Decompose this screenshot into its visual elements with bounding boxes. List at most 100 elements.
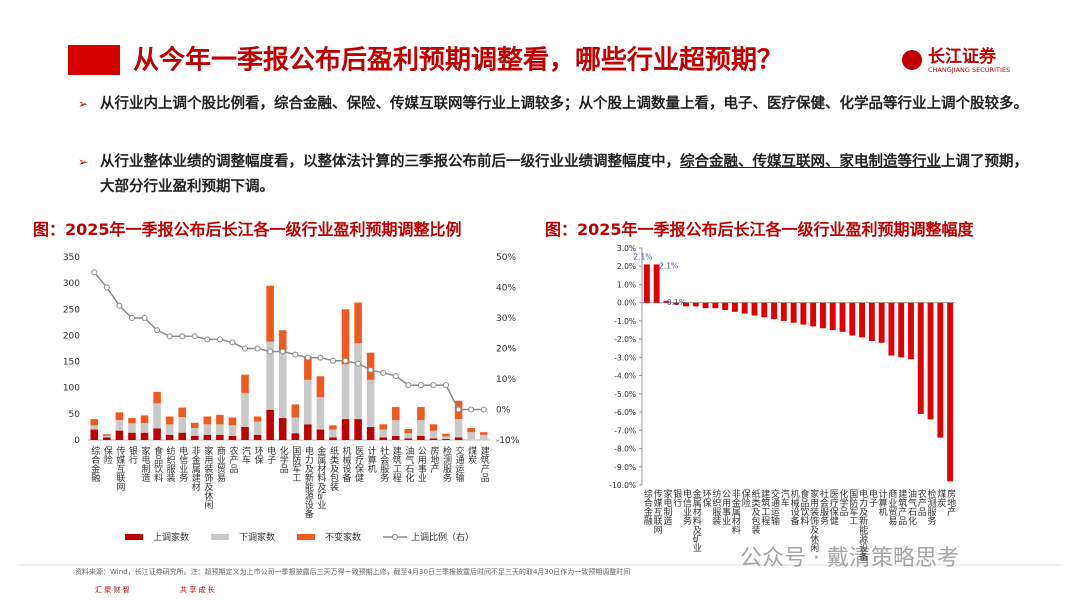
bar-segment [253, 434, 262, 440]
bar [673, 302, 680, 305]
bar [800, 302, 807, 325]
bar-segment [379, 424, 387, 430]
bar-segment [354, 302, 362, 344]
x-tick-label: 计算机 [877, 488, 888, 517]
bullet-underlined: 综合金融、传媒互联网、家电制造等行业 [680, 154, 941, 170]
bar-segment [304, 424, 312, 440]
bar-segment [278, 418, 287, 440]
bar [722, 302, 729, 310]
x-tick-label: 纸类及包装 [749, 488, 760, 535]
line-marker [204, 336, 211, 343]
bullet: 从行业整体业绩的调整幅度看，以整体法计算的三季报公布前后一级行业业绩调整幅度中，… [78, 150, 1040, 200]
bar-segment [442, 433, 450, 437]
bar [702, 302, 709, 309]
bar [849, 302, 856, 336]
bar-segment [216, 424, 224, 435]
x-tick-label: 食品饮料 [152, 445, 163, 483]
x-tick-label: 传媒互联网 [652, 488, 663, 535]
bar-segment [392, 420, 400, 436]
bar-segment [216, 414, 224, 425]
bar-segment [429, 430, 438, 439]
legend-label: 上调比例（右） [411, 531, 474, 543]
x-tick-label: 建筑工程 [391, 445, 402, 483]
line-marker [392, 372, 399, 379]
bar [771, 302, 777, 320]
bar [820, 302, 826, 329]
line-marker [91, 269, 98, 276]
bar [731, 302, 738, 312]
line-marker [128, 315, 135, 321]
x-tick-label: 银行 [671, 488, 682, 508]
title-block [68, 45, 120, 75]
bar-segment [203, 424, 212, 435]
bar [947, 302, 954, 482]
y-tick-label: 2.0% [617, 262, 636, 271]
bar [692, 302, 699, 307]
x-tick-label: 房地产 [945, 488, 956, 517]
line-marker [267, 348, 274, 355]
y-tick-label: -3.0% [614, 353, 636, 362]
x-tick-label: 家电制造 [140, 445, 151, 483]
line-marker [304, 354, 311, 361]
bar-segment [467, 432, 475, 440]
y-tick-label: 150 [63, 358, 80, 368]
line-marker [355, 360, 362, 367]
bar-segment [203, 434, 212, 440]
bar-segment [140, 423, 149, 433]
x-tick-label: 金属材料及矿业 [691, 488, 702, 552]
bar-segment [128, 432, 136, 440]
bar-segment [90, 425, 99, 430]
x-tick-label: 电力及新能源设备 [857, 488, 868, 561]
line-marker [430, 382, 437, 389]
bar-segment [404, 429, 413, 434]
y2-tick-label: 30% [496, 314, 516, 324]
bar [761, 302, 768, 318]
x-tick-label: 交通运输 [454, 445, 465, 483]
x-tick-label: 化学品 [278, 445, 289, 474]
x-tick-label: 非金属材料 [730, 488, 741, 535]
bar-segment [329, 425, 337, 430]
bar [888, 302, 895, 356]
bar-segment [241, 392, 249, 427]
x-tick-label: 综合金融 [642, 488, 653, 526]
x-tick-label: 医疗保健 [828, 489, 839, 526]
x-tick-label: 商业贸易 [886, 488, 897, 526]
line-marker [279, 348, 286, 355]
bar-segment [266, 409, 274, 440]
bar-segment [178, 407, 186, 417]
x-tick-label: 建筑工程 [759, 488, 770, 526]
x-tick-label: 食品饮料 [798, 488, 809, 526]
bar [712, 302, 719, 309]
bar-segment [442, 438, 450, 440]
legend-swatch [297, 534, 315, 540]
y-tick-label: -8.0% [614, 445, 636, 454]
x-tick-label: 建筑产品 [896, 488, 907, 526]
bar-segment [178, 432, 186, 440]
bar [868, 302, 875, 341]
y-tick-label: -9.0% [614, 463, 636, 472]
bar-segment [417, 435, 425, 440]
bar [810, 302, 817, 327]
y-tick-label: -6.0% [614, 408, 636, 417]
y2-tick-label: 40% [496, 284, 516, 294]
legend-label: 不变家数 [325, 531, 361, 543]
bar-segment [304, 379, 312, 425]
bar [643, 264, 650, 303]
bar-segment [203, 416, 212, 425]
bar-segment [128, 423, 136, 433]
bar-segment [191, 435, 199, 440]
bar [898, 302, 905, 358]
x-tick-label: 家用装饰及休闲 [202, 445, 213, 510]
x-tick-label: 煤炭 [935, 488, 946, 508]
bottom-band [0, 598, 1080, 608]
bullet: 从行业内上调个股比例看，综合金融、保险、传媒互联网等行业上调较多；从个股上调数量… [78, 92, 1040, 117]
motto: 共 享 成 长 [180, 585, 215, 594]
bar-segment [191, 422, 199, 428]
bar-segment [291, 417, 300, 434]
bar-segment [341, 364, 350, 420]
bar [839, 302, 846, 332]
x-tick-label: 交通运输 [769, 488, 780, 526]
bar [683, 302, 689, 307]
bar-segment [165, 434, 174, 440]
